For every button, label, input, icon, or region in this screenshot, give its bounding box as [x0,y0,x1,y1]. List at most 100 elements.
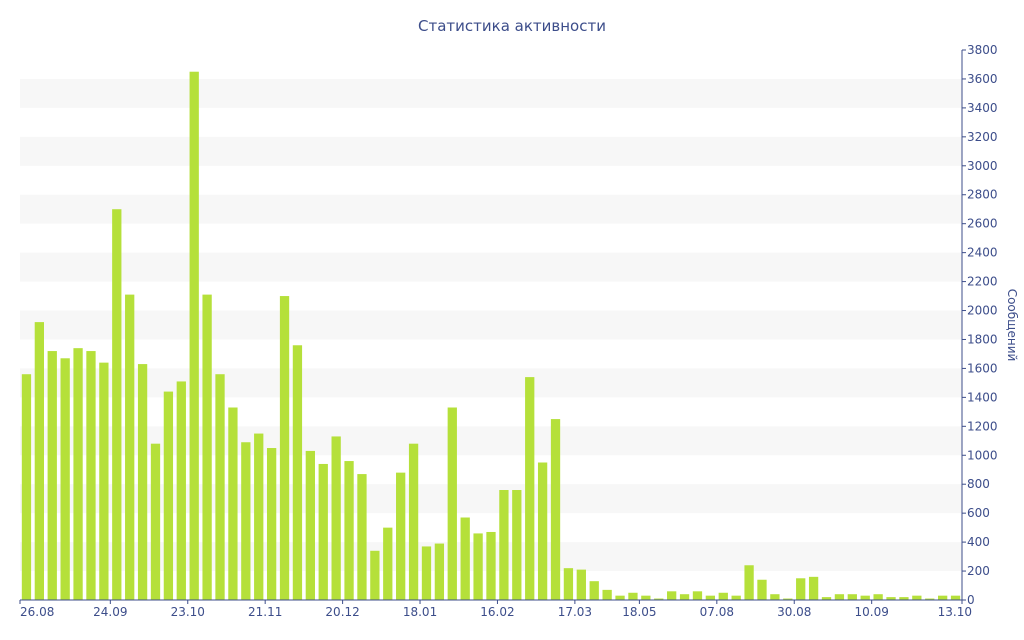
bar [744,565,754,600]
grid-bands [20,78,962,572]
bars-group [21,71,961,600]
x-tick-label: 30.08 [777,605,811,619]
bar [434,543,445,600]
bar [202,294,212,600]
bar [176,381,186,600]
bar [938,595,948,600]
y-tick-label: 2800 [967,188,998,202]
y-tick-label: 3600 [967,72,998,86]
y-tick-label: 3800 [967,43,998,57]
y-tick-label: 2400 [967,246,998,260]
x-tick-label: 10.09 [854,605,888,619]
bar [266,448,277,600]
bar [576,569,586,600]
bar [950,595,961,600]
bar [241,442,251,600]
bar [692,591,703,600]
bar [705,595,716,600]
bar [125,294,135,600]
bar [550,419,561,600]
y-tick-label: 1400 [967,390,998,404]
y-tick-label: 800 [967,477,990,491]
bar [537,462,548,600]
x-tick-label: 20.12 [325,605,359,619]
y-axis-ticks: 0 200 400 600 800 1000 1200 1400 1600 1800 2000 220… [962,43,998,607]
y-tick-label: 2000 [967,304,998,318]
y-tick-label: 200 [967,564,990,578]
bar [615,595,625,600]
x-tick-label: 23.10 [171,605,205,619]
bar [654,598,664,600]
bar [99,362,109,600]
x-axis-ticks: 26.08 24.09 23.10 21.11 20.12 18.01 16.02 17.03… [19,600,972,619]
bar [525,377,535,600]
bar [460,517,470,600]
grid-band [20,252,962,282]
bar [357,474,367,600]
bar [421,546,432,600]
x-tick-label: 13.10 [938,605,972,619]
bar [279,296,290,600]
bar [370,550,380,600]
bar [473,533,483,600]
bar [486,531,496,600]
bar [86,351,96,600]
bar [641,595,651,600]
bar [73,348,83,600]
bar [47,351,57,600]
bar [667,591,677,600]
bar [396,472,406,600]
bar [189,71,199,600]
bar [796,578,806,600]
bar [344,461,354,600]
y-tick-label: 3000 [967,159,998,173]
bar [589,581,599,600]
bar [925,598,935,600]
bar [512,490,522,600]
x-tick-label: 18.05 [622,605,656,619]
grid-band [20,368,962,398]
bar [808,576,819,600]
bar [254,433,264,600]
y-tick-label: 1600 [967,361,998,375]
grid-band [20,426,962,456]
x-tick-label: 18.01 [403,605,437,619]
bar [821,597,832,600]
bar [215,374,225,600]
x-tick-label: 26.08 [20,605,54,619]
bar [628,592,638,600]
bar [912,595,922,600]
bar [886,597,896,600]
y-tick-label: 0 [967,593,975,607]
bar [292,345,303,600]
bar [499,490,509,600]
bar [383,527,393,600]
bar [60,358,70,600]
y-tick-label: 2200 [967,275,998,289]
x-tick-label: 24.09 [93,605,127,619]
bar [447,407,457,600]
y-tick-label: 3400 [967,101,998,115]
bar [150,443,161,600]
y-axis-title: Сообщений [1005,289,1019,362]
bar [21,374,32,600]
y-tick-label: 1200 [967,419,998,433]
bar [718,592,728,600]
y-tick-label: 1800 [967,332,998,346]
y-tick-label: 1000 [967,448,998,462]
grid-band [20,136,962,166]
x-tick-label: 21.11 [248,605,282,619]
grid-band [20,78,962,108]
bar [873,594,883,600]
chart-title: Статистика активности [418,17,606,35]
bar [783,598,793,600]
bar [860,595,870,600]
y-tick-label: 600 [967,506,990,520]
y-tick-label: 3200 [967,130,998,144]
bar [112,209,122,600]
bar [731,595,741,600]
bar [228,407,238,600]
bar [602,589,612,600]
bar [757,579,767,600]
